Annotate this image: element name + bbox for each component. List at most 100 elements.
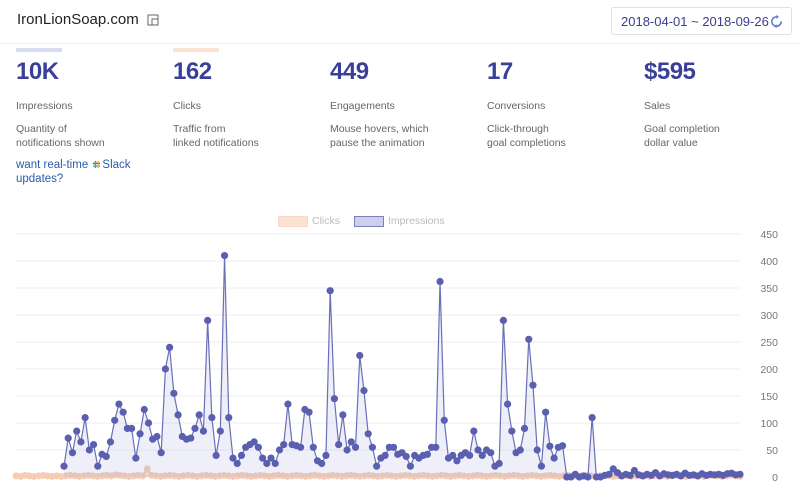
legend-label-clicks[interactable]: Clicks	[312, 215, 340, 227]
y-tick-label: 200	[760, 364, 778, 376]
data-point-impressions	[161, 365, 169, 373]
data-point-impressions	[166, 343, 174, 351]
data-point-impressions	[736, 470, 744, 478]
metric-value: 10K	[16, 58, 59, 85]
data-point-impressions	[119, 408, 127, 416]
data-point-impressions	[347, 438, 355, 446]
y-tick-label: 400	[760, 256, 778, 268]
data-point-impressions	[542, 408, 550, 416]
external-link-icon[interactable]	[147, 14, 159, 26]
metric-color-bar	[173, 48, 219, 52]
data-point-impressions	[550, 454, 558, 462]
data-point-impressions	[364, 430, 372, 438]
y-tick-label: 300	[760, 310, 778, 322]
data-point-clicks	[143, 465, 151, 473]
data-point-impressions	[157, 449, 165, 457]
site-name[interactable]: IronLionSoap.com	[17, 11, 139, 28]
data-point-impressions	[115, 400, 123, 408]
data-point-impressions	[254, 443, 262, 451]
data-point-impressions	[326, 287, 334, 295]
data-point-impressions	[64, 434, 72, 442]
data-point-impressions	[153, 432, 161, 441]
top-bar: IronLionSoap.com 2018-04-01 ~ 2018-09-26	[0, 0, 800, 44]
metric-impressions: 10K Impressions Quantity of notification…	[16, 48, 166, 150]
data-point-impressions	[516, 446, 524, 454]
data-point-impressions	[73, 427, 81, 435]
data-point-impressions	[546, 442, 554, 450]
data-point-impressions	[335, 441, 343, 449]
metric-value: $595	[644, 58, 696, 85]
data-point-impressions	[533, 446, 541, 454]
data-point-impressions	[440, 416, 448, 424]
data-point-clicks	[139, 472, 147, 480]
refresh-icon[interactable]	[769, 14, 784, 29]
metric-conversions: 17 Conversions Click-through goal comple…	[487, 48, 637, 150]
data-point-impressions	[330, 395, 338, 403]
data-point-impressions	[220, 252, 229, 260]
data-point-impressions	[195, 411, 203, 419]
site-title[interactable]: IronLionSoap.com	[17, 11, 159, 28]
metric-label: Sales	[644, 100, 671, 112]
data-point-impressions	[191, 424, 199, 432]
data-point-impressions	[199, 427, 208, 435]
metric-value: 162	[173, 58, 212, 85]
data-point-impressions	[351, 443, 360, 451]
data-point-impressions	[584, 473, 592, 481]
data-point-impressions	[318, 459, 326, 468]
y-tick-label: 100	[760, 418, 778, 430]
data-point-impressions	[263, 459, 271, 468]
data-point-impressions	[373, 462, 381, 470]
data-point-impressions	[343, 446, 351, 454]
data-point-impressions	[225, 414, 233, 422]
data-point-impressions	[478, 451, 486, 459]
data-point-impressions	[128, 424, 136, 432]
data-point-impressions	[499, 316, 507, 324]
metric-value: 449	[330, 58, 369, 85]
data-point-impressions	[525, 335, 533, 343]
data-point-impressions	[360, 387, 368, 395]
metric-color-bar	[644, 48, 690, 52]
legend-swatch-clicks	[278, 215, 308, 227]
data-point-impressions	[68, 449, 77, 457]
data-point-impressions	[284, 400, 292, 408]
legend-impressions[interactable]: Impressions	[354, 215, 445, 227]
y-tick-label: 50	[766, 445, 778, 457]
data-point-impressions	[187, 434, 195, 442]
legend-clicks[interactable]: Clicks	[278, 215, 340, 227]
data-point-impressions	[132, 454, 140, 462]
metric-desc: Mouse hovers, which pause the animation	[330, 123, 429, 149]
data-point-impressions	[267, 454, 275, 462]
data-point-impressions	[212, 451, 220, 459]
y-tick-label: 350	[760, 283, 778, 295]
data-point-impressions	[339, 411, 347, 419]
data-point-impressions	[495, 459, 503, 468]
data-point-impressions	[111, 416, 119, 424]
metric-color-bar	[16, 48, 62, 52]
chart-legend: Clicks Impressions	[278, 215, 445, 227]
data-point-impressions	[305, 408, 313, 416]
date-range-text[interactable]: 2018-04-01 ~ 2018-09-26	[621, 13, 769, 29]
data-point-impressions	[94, 462, 102, 470]
data-point-impressions	[605, 470, 613, 478]
data-point-impressions	[368, 443, 377, 451]
metric-engagements: 449 Engagements Mouse hovers, which paus…	[330, 48, 480, 150]
data-point-impressions	[271, 459, 279, 468]
metric-color-bar	[330, 48, 376, 52]
data-point-impressions	[466, 451, 474, 459]
metric-label: Conversions	[487, 100, 546, 112]
metric-sales: $595 Sales Goal completion dollar value	[644, 48, 794, 150]
data-point-impressions	[144, 419, 153, 427]
legend-label-impressions[interactable]: Impressions	[388, 215, 445, 227]
legend-swatch-impressions	[354, 215, 384, 227]
data-point-impressions	[89, 441, 98, 449]
date-range-picker[interactable]: 2018-04-01 ~ 2018-09-26	[611, 7, 792, 35]
metric-desc: Click-through goal completions	[487, 123, 566, 149]
metric-color-bar	[487, 48, 533, 52]
slack-link[interactable]: Slack updates?	[16, 159, 131, 185]
data-point-impressions	[356, 351, 364, 360]
data-point-impressions	[258, 454, 267, 462]
data-point-impressions	[77, 438, 85, 446]
slack-promo-prefix[interactable]: want real-time	[16, 159, 92, 171]
slack-promo[interactable]: want real-time Slack updates?	[16, 158, 156, 186]
data-point-impressions	[449, 451, 457, 459]
